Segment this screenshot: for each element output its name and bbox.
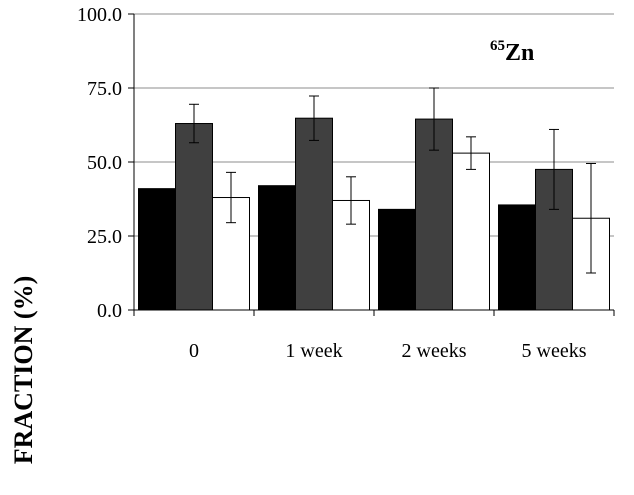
bar: [175, 123, 213, 311]
bar: [295, 117, 333, 311]
error-bars: [189, 87, 596, 274]
bar: [415, 118, 453, 311]
bar: [138, 188, 176, 311]
x-tick-label: 0: [189, 340, 199, 362]
bars: [138, 117, 610, 311]
isotope-element: Zn: [505, 40, 534, 66]
x-tick-label: 2 weeks: [402, 340, 467, 362]
bar: [258, 185, 296, 311]
y-tick-label: 0.0: [97, 300, 122, 322]
axes: [128, 13, 615, 316]
isotope-superscript: 65: [490, 38, 505, 54]
bar: [452, 152, 490, 311]
bar: [498, 204, 536, 311]
y-tick-labels: 0.0 25.0 50.0 75.0 100.0: [77, 4, 122, 322]
x-tick-label: 1 week: [285, 340, 342, 362]
bar: [378, 208, 416, 311]
y-tick-label: 25.0: [87, 226, 122, 248]
y-tick-label: 100.0: [77, 4, 122, 26]
x-tick-label: 5 weeks: [522, 340, 587, 362]
y-tick-label: 50.0: [87, 152, 122, 174]
isotope-label: 65Zn: [490, 38, 534, 66]
y-tick-label: 75.0: [87, 78, 122, 100]
y-axis-label: FRACTION (%): [9, 276, 38, 465]
x-tick-labels: 0 1 week 2 weeks 5 weeks: [189, 340, 587, 362]
